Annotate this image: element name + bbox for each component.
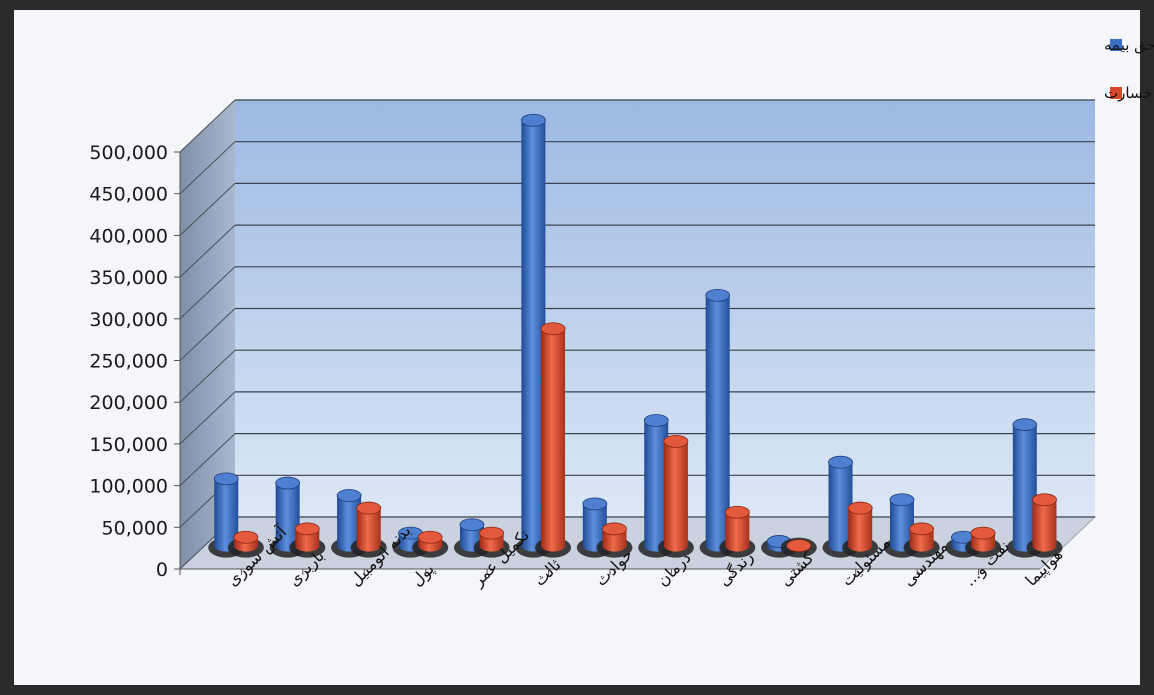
y-tick-label: 450,000 [89, 184, 168, 206]
gridline-side [179, 349, 236, 403]
bar-cap [356, 501, 382, 515]
bar-loss-12 [965, 526, 1002, 558]
bar-cap [417, 530, 443, 544]
bar-cap [663, 434, 689, 448]
bar-loss-3 [412, 530, 449, 558]
bar-cap [213, 472, 239, 486]
gridline-side [179, 141, 236, 195]
bar-loss-2 [350, 501, 387, 558]
bar-body [602, 528, 627, 552]
bar-cap [847, 501, 873, 515]
bar-cap [786, 539, 812, 552]
bar-body [889, 499, 914, 552]
bar-body [214, 478, 239, 552]
bar-cap [294, 522, 320, 536]
bar-loss-6 [596, 522, 633, 558]
bar-cap [1032, 493, 1057, 507]
y-tick-label: 300,000 [89, 309, 168, 331]
legend: حق بیمه خسارت [1104, 36, 1154, 102]
bar-cap [582, 497, 608, 511]
bar-loss-5 [535, 322, 572, 558]
bar-body [295, 528, 320, 552]
y-tick-label: 250,000 [89, 351, 168, 373]
bar-loss-4 [473, 526, 510, 558]
bar-body [275, 483, 300, 552]
bar-cap [889, 493, 915, 507]
gridline-side [179, 433, 236, 486]
bar-cap [909, 522, 935, 536]
bar-body [582, 503, 607, 552]
bar-loss-1 [289, 522, 326, 558]
y-tick-label: 100,000 [89, 476, 168, 498]
bar-cap [336, 489, 362, 502]
y-tick-label: 50,000 [102, 517, 168, 539]
legend-swatch [1110, 87, 1122, 99]
gridline-side [179, 99, 236, 153]
bar-cap [828, 455, 853, 469]
bar-body [541, 328, 566, 552]
bar-cap [540, 322, 566, 336]
legend-swatch [1110, 39, 1122, 51]
bar-cap [705, 288, 731, 302]
bar-loss-7 [657, 434, 694, 558]
bar-loss-8 [719, 505, 756, 558]
bar-loss-11 [903, 522, 940, 558]
y-tick-label: 150,000 [89, 434, 168, 456]
y-tick-label: 200,000 [89, 392, 168, 414]
gridline-side [179, 308, 236, 361]
bar-cap [970, 526, 996, 540]
bar-body [356, 508, 381, 552]
bar-cap [459, 518, 485, 532]
plot-walls [178, 100, 1097, 570]
bar-body [337, 495, 362, 552]
bar-body [909, 528, 934, 552]
bars [208, 113, 1063, 558]
gridline-side [179, 391, 236, 445]
bar-cap [233, 530, 259, 544]
gridline-side [179, 266, 236, 320]
y-tick-label: 0 [156, 559, 168, 581]
bar-body [663, 441, 688, 552]
bar-cap [1012, 418, 1038, 432]
bar-cap [602, 522, 627, 536]
bar-cap [275, 476, 301, 490]
bar-cap [520, 113, 546, 127]
bar-cap [724, 505, 750, 519]
y-tick-label: 500,000 [89, 142, 168, 164]
bar-body [644, 420, 669, 552]
bar-loss-9 [780, 537, 817, 558]
bar-loss-0 [227, 530, 264, 558]
bar-body [848, 508, 873, 552]
bar-cap [643, 414, 669, 427]
bar-body [1032, 499, 1057, 552]
bar-body [828, 462, 853, 552]
y-tick-label: 400,000 [89, 225, 168, 247]
y-tick-label: 350,000 [89, 267, 168, 289]
bar-body [705, 295, 730, 552]
gridline-side [179, 183, 236, 236]
bar-body [521, 120, 546, 552]
bar-body [1012, 424, 1037, 552]
legend-label: خسارت [1104, 84, 1153, 102]
bar-loss-10 [842, 501, 879, 558]
gridline-side [179, 224, 236, 278]
bar-body [725, 512, 750, 552]
y-axis: 0 50,000 100,000 150,000 200,000 250,000 300,0… [89, 142, 181, 581]
bar-loss-13 [1026, 493, 1063, 558]
legend-label: حق بیمه [1104, 36, 1154, 54]
bar-cap [479, 526, 505, 540]
